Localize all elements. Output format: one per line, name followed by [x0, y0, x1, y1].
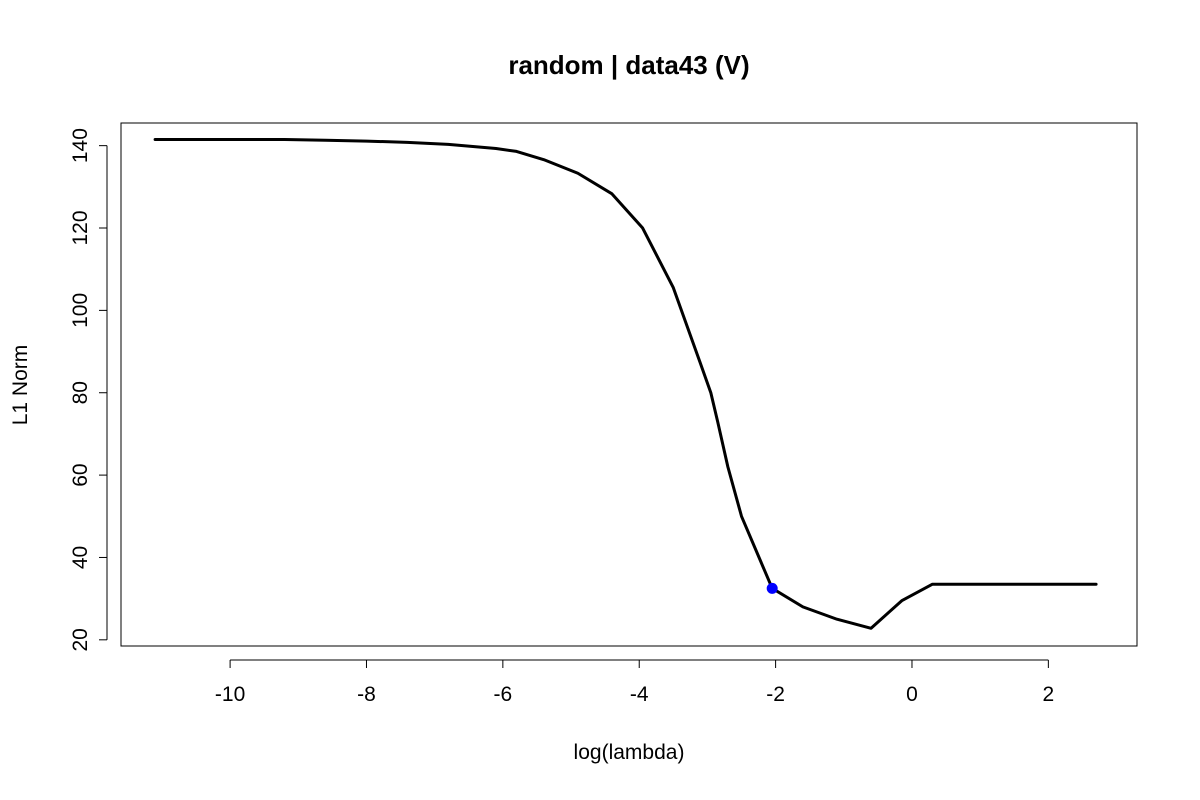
y-tick-label: 80 — [69, 381, 92, 404]
y-tick-label: 60 — [69, 463, 92, 486]
y-tick-label: 120 — [69, 210, 92, 245]
x-tick-label: -4 — [630, 683, 649, 706]
highlight-point — [766, 582, 778, 594]
chart-title: random | data43 (V) — [508, 50, 749, 80]
y-tick-label: 100 — [69, 293, 92, 328]
y-tick-label: 40 — [69, 546, 92, 569]
y-axis: 20 40 60 80 100 120 140 — [69, 128, 108, 652]
x-tick-label: 2 — [1043, 683, 1055, 706]
y-tick-label: 140 — [69, 128, 92, 163]
y-tick-label: 20 — [69, 628, 92, 651]
y-axis-label: L1 Norm — [9, 345, 32, 426]
x-axis: -10 -8 -6 -4 -2 0 2 — [215, 659, 1055, 706]
x-tick-label: -2 — [766, 683, 785, 706]
plot-area-frame — [120, 122, 1138, 647]
x-tick-label: -10 — [215, 683, 245, 706]
x-tick-label: 0 — [906, 683, 918, 706]
x-tick-label: -8 — [357, 683, 376, 706]
x-tick-label: -6 — [494, 683, 513, 706]
series-line — [153, 137, 1098, 630]
x-axis-label: log(lambda) — [574, 741, 685, 764]
series-layer — [153, 137, 1098, 630]
